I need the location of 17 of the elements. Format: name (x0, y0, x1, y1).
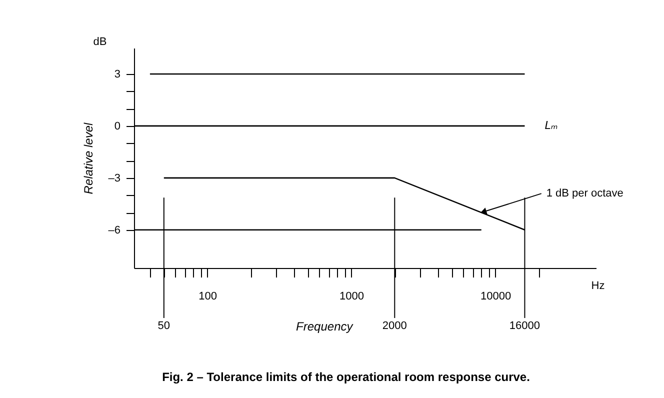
y-tick-label: 0 (114, 120, 120, 132)
annotation: 1 dB per octave (546, 188, 624, 200)
text: dB (93, 36, 107, 48)
text: Hz (591, 280, 605, 292)
text: Fig. 2 – Tolerance limits of the operational room response curve. (162, 370, 530, 384)
x-tick-label: 10000 (480, 290, 512, 302)
y-axis-title: Relative level (82, 122, 96, 194)
ref-line-label: 16000 (509, 320, 540, 332)
y-tick-label: –6 (108, 224, 120, 236)
ref-line-label: 50 (158, 320, 170, 332)
x-axis-title: Frequency (296, 320, 354, 334)
x-tick-label: 1000 (340, 290, 364, 302)
y-tick-label: 3 (114, 68, 120, 80)
ref-line-label: 2000 (382, 320, 407, 332)
y-tick-label: –3 (108, 172, 120, 184)
series-label: Lₘ (544, 118, 558, 132)
x-tick-label: 100 (198, 290, 217, 302)
